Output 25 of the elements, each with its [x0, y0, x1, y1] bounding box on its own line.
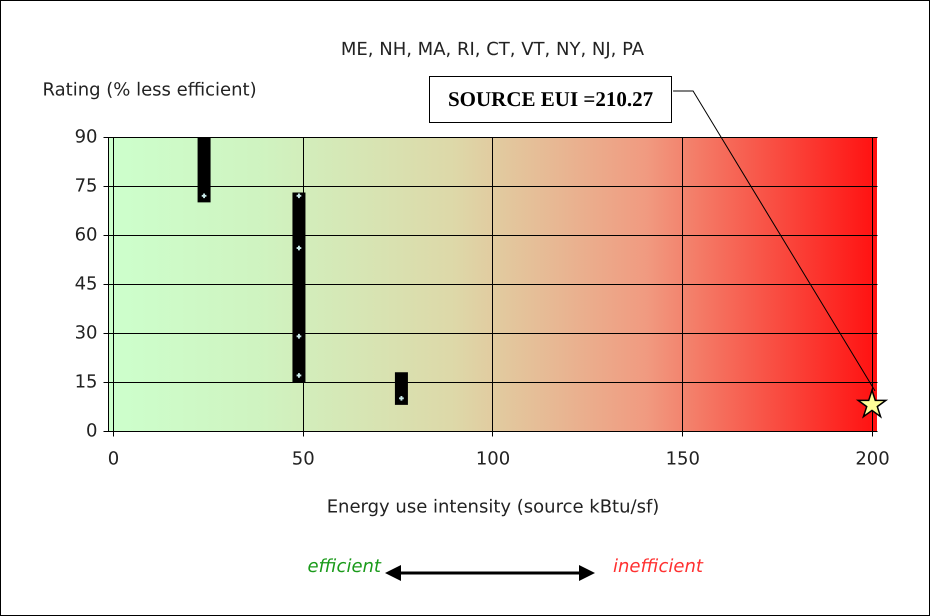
chart-title: ME, NH, MA, RI, CT, VT, NY, NJ, PA	[340, 39, 645, 60]
x-tick-label: 0	[108, 448, 120, 470]
text: inefficient	[613, 556, 703, 577]
y-tick-label: 45	[74, 274, 98, 294]
point	[296, 246, 302, 250]
text: efficient	[307, 556, 381, 577]
y-tick-label: 60	[74, 224, 98, 246]
point	[296, 373, 302, 378]
y-tick-label: 15	[74, 372, 98, 392]
point	[202, 193, 206, 198]
point	[399, 396, 404, 401]
y-tick-label: 90	[74, 126, 98, 148]
x-tick-label: 150	[666, 448, 700, 470]
point	[296, 193, 302, 198]
x-tick-label: 200	[855, 448, 890, 470]
source-note: SOURCE EUI =210.27	[429, 76, 672, 123]
x-tick-label: 100	[476, 448, 510, 470]
x-tick-label: 50	[292, 448, 315, 470]
point	[857, 390, 887, 418]
y-axis-title: Rating (% less efficient)	[42, 80, 257, 100]
x-axis-title: Energy use intensity (source kBtu/sf)	[326, 496, 660, 518]
y-tick-label: 30	[74, 322, 98, 344]
y-tick-label: 75	[74, 176, 98, 196]
point	[296, 334, 302, 339]
y-tick-label: 0	[86, 420, 98, 442]
